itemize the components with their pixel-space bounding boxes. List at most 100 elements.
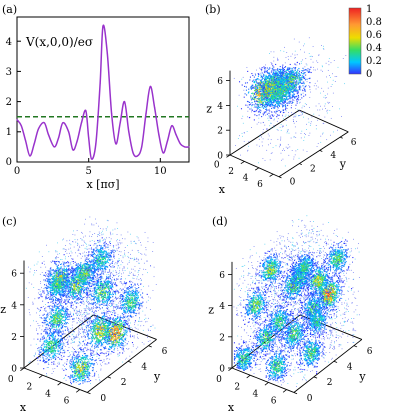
density-point <box>255 86 257 88</box>
density-point <box>272 65 274 67</box>
density-point <box>103 309 105 311</box>
density-point <box>72 352 74 354</box>
density-point <box>284 79 286 81</box>
density-point <box>100 363 101 365</box>
density-point <box>102 322 104 324</box>
density-point <box>127 231 129 233</box>
density-point <box>137 324 139 326</box>
density-point <box>260 97 262 99</box>
density-point <box>64 366 65 367</box>
density-point <box>304 51 305 53</box>
density-point <box>70 342 72 344</box>
density-point <box>79 315 81 316</box>
density-point <box>107 288 109 289</box>
density-point <box>304 69 306 71</box>
density-point <box>252 97 254 99</box>
density-point <box>274 87 276 89</box>
density-point <box>40 266 42 268</box>
potential-point <box>128 131 130 133</box>
density-point <box>89 347 91 349</box>
density-point <box>272 147 274 148</box>
density-point <box>37 308 39 310</box>
density-point <box>68 302 70 303</box>
density-point <box>255 88 258 90</box>
density-point <box>276 86 279 88</box>
density-point <box>118 297 119 299</box>
density-point <box>265 92 268 94</box>
density-point <box>119 239 121 241</box>
density-point <box>260 76 262 78</box>
density-point <box>52 327 53 329</box>
density-point <box>89 231 91 233</box>
density-point <box>87 325 89 327</box>
density-point <box>266 88 268 90</box>
density-point <box>288 86 290 88</box>
y-tick-label: 3 <box>6 67 12 78</box>
density-point <box>265 105 267 107</box>
density-point <box>68 335 70 337</box>
density-point <box>317 143 319 144</box>
density-point <box>56 331 58 333</box>
density-point <box>249 101 251 103</box>
density-point <box>261 89 263 91</box>
density-point <box>273 114 275 116</box>
density-point <box>261 77 263 79</box>
density-point <box>277 101 279 103</box>
density-point <box>290 83 292 85</box>
density-point <box>125 278 126 280</box>
density-point <box>245 94 248 96</box>
density-point <box>147 241 149 243</box>
density-point <box>43 306 44 307</box>
density-point <box>256 93 258 95</box>
density-point <box>296 102 298 104</box>
density-point <box>322 122 324 124</box>
density-point <box>301 79 303 81</box>
density-point <box>264 104 266 106</box>
density-point <box>118 246 119 248</box>
density-point <box>96 297 98 298</box>
density-point <box>108 321 109 323</box>
density-point <box>289 75 291 77</box>
density-point <box>288 85 290 87</box>
density-point <box>41 256 43 257</box>
density-point <box>275 89 277 91</box>
density-point <box>337 129 338 131</box>
density-point <box>306 104 307 106</box>
density-point <box>293 101 294 103</box>
density-point <box>268 74 269 76</box>
density-point <box>70 262 72 264</box>
density-point <box>97 343 99 345</box>
density-point <box>329 102 331 104</box>
density-point <box>328 60 330 62</box>
density-point <box>264 67 266 69</box>
density-point <box>315 88 317 90</box>
density-point <box>270 51 272 53</box>
density-point <box>253 86 255 88</box>
density-point <box>81 315 83 317</box>
density-point <box>263 111 265 113</box>
density-point <box>70 270 72 271</box>
density-point <box>272 115 274 117</box>
density-point <box>254 90 256 92</box>
density-point <box>272 87 274 89</box>
density-point <box>319 109 321 111</box>
density-point <box>83 317 85 319</box>
density-point <box>252 104 254 106</box>
density-point <box>283 74 285 76</box>
density-point <box>254 74 257 76</box>
density-point <box>293 136 295 138</box>
density-point <box>88 244 90 246</box>
density-point <box>278 109 280 112</box>
density-point <box>34 272 36 274</box>
density-point <box>88 304 90 305</box>
density-point <box>269 90 271 93</box>
density-point <box>98 376 100 378</box>
density-point <box>257 90 260 92</box>
density-point <box>265 77 267 80</box>
density-point <box>269 85 271 87</box>
density-point <box>86 350 88 352</box>
density-point <box>76 310 78 312</box>
density-point <box>299 85 301 87</box>
density-point <box>258 106 260 108</box>
